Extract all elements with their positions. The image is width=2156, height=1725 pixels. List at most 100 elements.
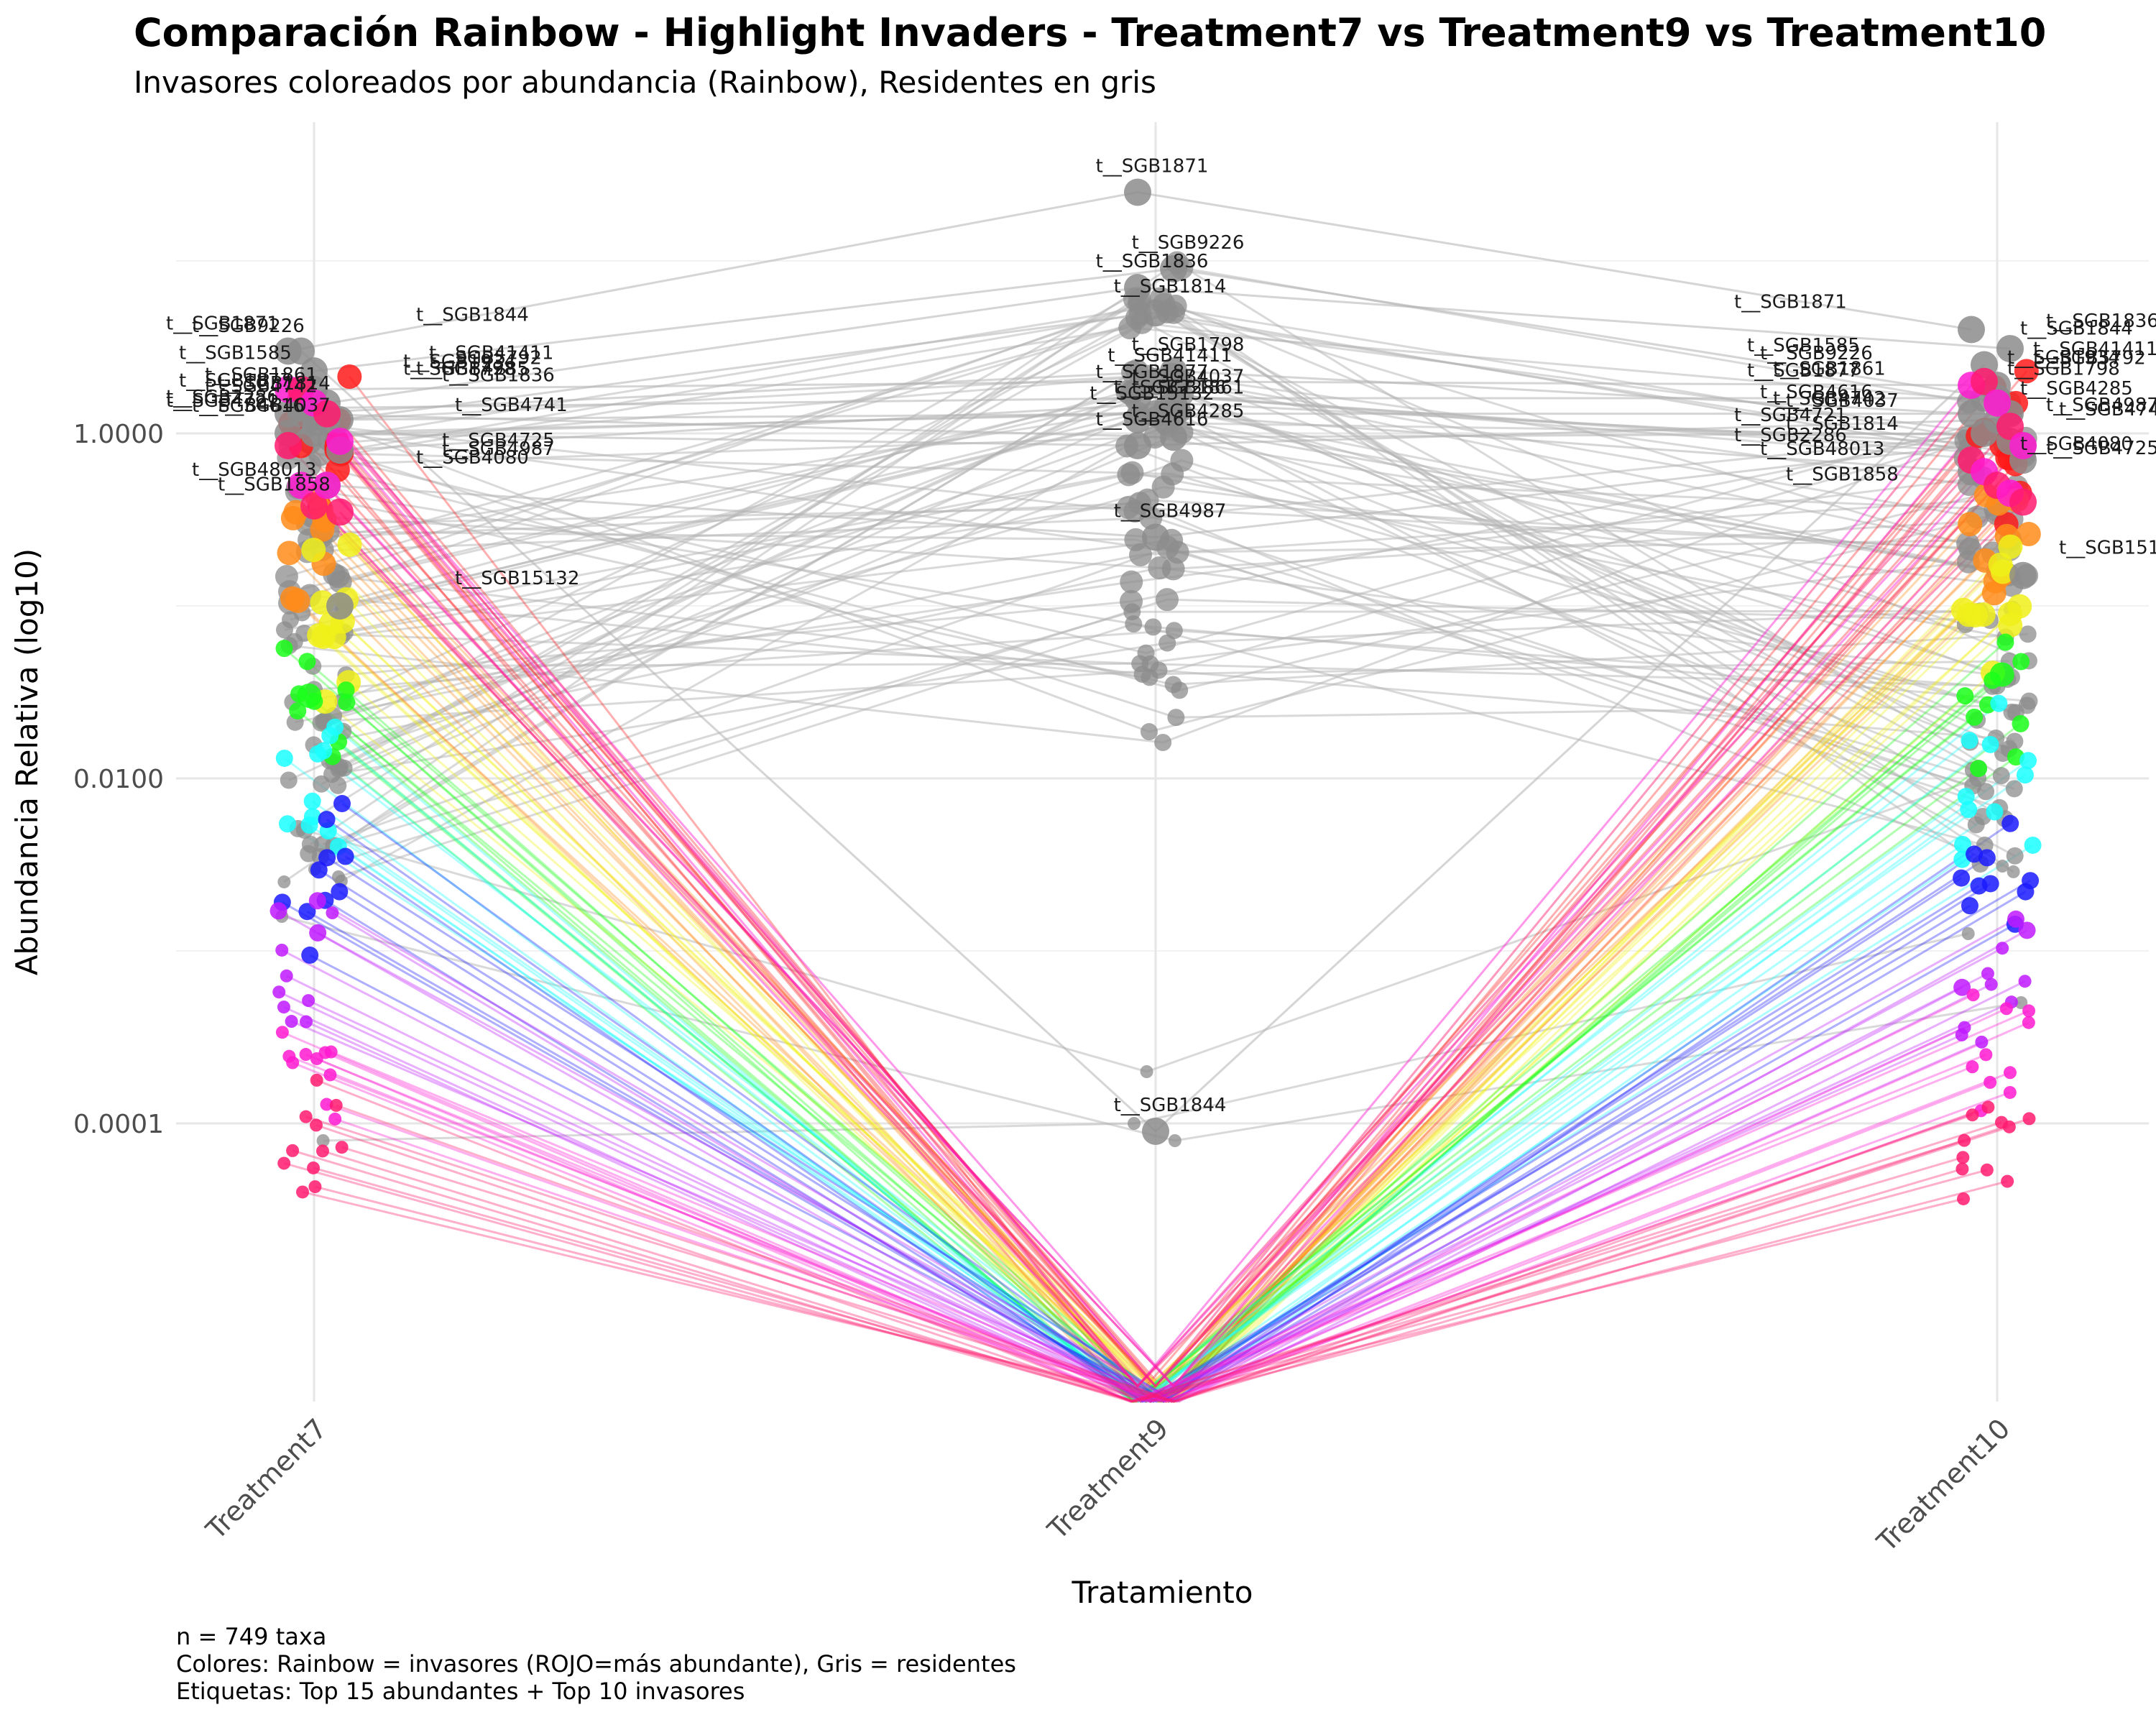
invader-line: [283, 1162, 1964, 1403]
invader-point: [1955, 1162, 1969, 1176]
labeled-taxon-point: [287, 472, 315, 500]
invader-line: [291, 980, 2026, 1403]
taxon-label: t__SGB4285: [2020, 378, 2133, 400]
invader-line: [316, 1053, 1986, 1403]
taxon-label: t__SGB1585: [179, 343, 292, 364]
invader-point: [277, 540, 302, 566]
taxon-label: t__SGB4742: [1773, 388, 1886, 410]
invader-line: [315, 1123, 1963, 1403]
invader-line: [283, 641, 2007, 1403]
resident-point: [1992, 767, 2010, 785]
labeled-taxon-line: [313, 484, 1999, 1388]
invader-point: [1996, 633, 2014, 651]
invader-line: [323, 494, 1987, 1404]
resident-point: [2014, 996, 2028, 1009]
invader-point: [298, 653, 316, 671]
taxon-label: t__SGB15132: [2059, 538, 2156, 559]
labeled-taxon-point: [300, 420, 328, 447]
taxon-label: t__SGB1814: [1114, 276, 1227, 298]
invader-line: [313, 546, 2012, 1404]
taxon-label: t__SGB1814: [218, 373, 331, 395]
invader-line: [317, 899, 2028, 1403]
invader-point: [310, 1052, 323, 1065]
invader-line: [322, 635, 1994, 1404]
invader-point: [324, 1045, 338, 1059]
labeled-taxon-point: [326, 427, 354, 455]
labeled-taxon-point: [1996, 413, 2024, 441]
taxon-label: t__SGB9226: [1132, 232, 1245, 254]
invader-point: [326, 906, 339, 920]
invader-point: [1966, 1060, 1979, 1074]
taxon-label: t__SGB4037: [1786, 390, 1899, 412]
invader-line: [341, 1117, 2030, 1403]
invader-point: [318, 811, 336, 829]
labeled-taxon-point: [1984, 389, 2011, 417]
invader-point: [308, 1180, 322, 1194]
taxon-label: t__SGB4080: [416, 447, 529, 469]
invader-point: [338, 694, 356, 712]
invader-point: [336, 847, 354, 865]
invader-point: [2001, 814, 2019, 832]
taxon-label: t__SGB4616: [192, 395, 305, 417]
resident-point: [1161, 462, 1184, 486]
invader-point: [337, 532, 362, 557]
invader-point: [2012, 653, 2030, 671]
invader-point: [1984, 978, 1998, 991]
labeled-taxon-point: [1160, 423, 1187, 451]
invader-line: [320, 509, 2008, 1404]
invader-line: [315, 1180, 2008, 1403]
invader-point: [290, 685, 308, 703]
invader-line: [341, 452, 2011, 1404]
invader-point: [2003, 1085, 2017, 1099]
taxon-label: t__SGB1861: [1132, 377, 1245, 399]
invader-point: [296, 1185, 310, 1199]
labeled-taxon-point: [1142, 1117, 1169, 1145]
taxon-label: t__SGB4721: [1734, 405, 1847, 426]
taxon-label: t__SGB1836: [2046, 310, 2156, 332]
taxon-label: t__SGB2286: [1114, 377, 1227, 399]
resident-point: [1165, 622, 1183, 640]
invader-line: [331, 722, 2022, 1403]
invader-point: [1999, 1002, 2013, 1016]
taxon-label: t__SGB1836: [1096, 251, 1209, 272]
taxon-label: t__SGB2286: [166, 387, 279, 408]
taxon-label: t__SGB4742: [205, 376, 318, 397]
invader-point: [2007, 910, 2024, 928]
resident-point: [335, 759, 353, 777]
invader-point: [318, 849, 336, 867]
resident-point: [1977, 783, 1995, 801]
x-axis-title: Tratamiento: [1072, 1575, 1253, 1610]
taxon-label: t__SGB4741: [2059, 399, 2156, 420]
labeled-taxon-point: [275, 431, 302, 459]
invader-point: [2018, 975, 2032, 988]
invader-point: [331, 883, 349, 901]
x-tick-label: Treatment7: [200, 1412, 333, 1546]
invader-line: [306, 883, 1991, 1403]
chart-title: Comparación Rainbow - Highlight Invaders…: [134, 10, 2047, 55]
invader-line: [306, 661, 1966, 1403]
invader-line: [338, 857, 1988, 1403]
taxon-label: t__SGB1844: [416, 304, 529, 326]
invader-line: [334, 1091, 2011, 1403]
labeled-taxon-point: [2009, 488, 2037, 516]
labeled-taxon-line: [338, 501, 2024, 1388]
taxon-label: t__SGB1871: [166, 313, 279, 334]
invader-line: [317, 753, 1970, 1403]
x-tick-label: Treatment9: [1041, 1412, 1175, 1546]
invader-point: [1961, 897, 1978, 915]
invader-line: [291, 573, 2004, 1404]
invader-line: [305, 1021, 1963, 1403]
resident-point: [1120, 461, 1144, 484]
taxon-label: t__SGB5792: [429, 348, 542, 369]
labeled-taxon-line: [287, 385, 1973, 1388]
invader-line: [344, 855, 2031, 1403]
labeled-taxon-point: [1971, 367, 1998, 395]
invader-point: [298, 903, 316, 921]
invader-line: [331, 911, 2012, 1403]
invader-point: [1997, 602, 2022, 627]
invader-point: [321, 727, 339, 745]
labeled-taxon-point: [1124, 178, 1151, 206]
invader-line: [341, 802, 2012, 1403]
invader-line: [292, 517, 1986, 1404]
invader-line: [336, 435, 1979, 1404]
